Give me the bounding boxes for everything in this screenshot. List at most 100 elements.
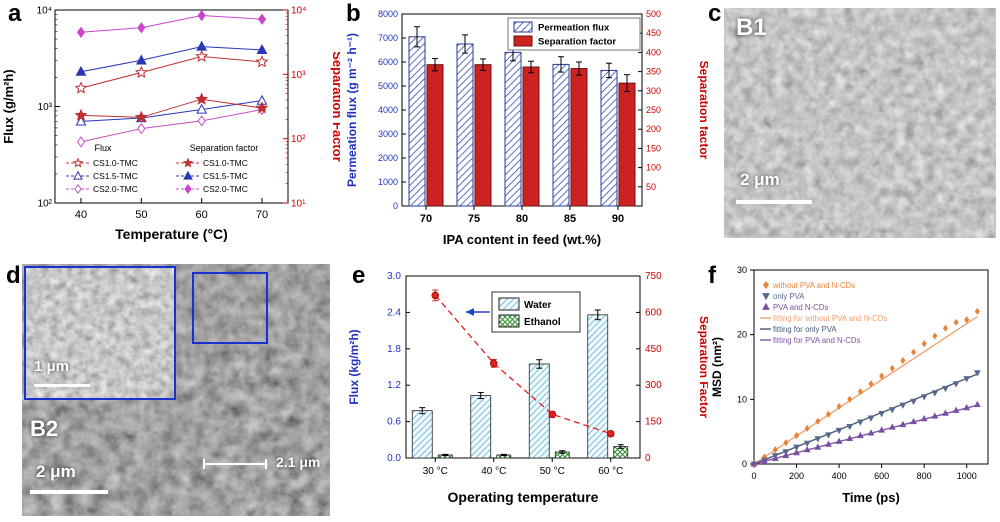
panel-label-c: c — [708, 0, 722, 27]
svg-text:CS2.0-TMC: CS2.0-TMC — [93, 184, 138, 194]
svg-text:0: 0 — [751, 471, 756, 481]
svg-text:CS1.0-TMC: CS1.0-TMC — [93, 158, 138, 168]
svg-text:300: 300 — [646, 86, 661, 96]
svg-text:CS1.5-TMC: CS1.5-TMC — [93, 171, 138, 181]
svg-text:Flux (kg/m²h): Flux (kg/m²h) — [347, 329, 361, 404]
svg-text:CS1.0-TMC: CS1.0-TMC — [203, 158, 248, 168]
svg-text:75: 75 — [468, 213, 480, 225]
svg-text:Separation factor: Separation factor — [190, 143, 259, 153]
svg-text:250: 250 — [646, 105, 661, 115]
svg-text:0: 0 — [393, 201, 398, 211]
svg-text:500: 500 — [646, 9, 661, 19]
svg-text:80: 80 — [516, 213, 528, 225]
svg-text:4000: 4000 — [378, 105, 398, 115]
svg-text:50: 50 — [646, 182, 656, 192]
svg-text:1.2: 1.2 — [387, 380, 401, 391]
svg-text:0: 0 — [742, 459, 747, 469]
svg-text:600: 600 — [874, 471, 889, 481]
sem-inset-noise — [26, 268, 174, 398]
panel-label-f: f — [708, 262, 716, 289]
sem-tag-b1: B1 — [736, 14, 767, 41]
svg-text:Water: Water — [524, 300, 552, 311]
svg-text:10: 10 — [737, 394, 747, 404]
svg-text:2000: 2000 — [378, 153, 398, 163]
svg-text:Operating temperature: Operating temperature — [448, 489, 599, 505]
svg-text:450: 450 — [646, 28, 661, 38]
svg-text:MSD (nm²): MSD (nm²) — [710, 337, 724, 397]
chart-a-flux-separation-plot: 10² 10³ 10⁴ 10¹ 10² 10³ 10⁴ 40 50 60 70 Temperature… — [1, 6, 340, 243]
svg-text:70: 70 — [420, 213, 432, 225]
svg-text:Separation Factor: Separation Factor — [697, 316, 708, 418]
svg-text:CS1.5-TMC: CS1.5-TMC — [203, 171, 248, 181]
chart-a-content: 10² 10³ 10⁴ 10¹ 10² 10³ 10⁴ 40 50 60 70 Temperature… — [1, 6, 340, 243]
svg-text:10⁴: 10⁴ — [37, 6, 52, 17]
svg-text:8000: 8000 — [378, 9, 398, 19]
svg-text:fitting for PVA and N-CDs: fitting for PVA and N-CDs — [773, 336, 860, 345]
svg-text:450: 450 — [645, 344, 662, 355]
svg-text:200: 200 — [646, 124, 661, 134]
panel-b: b 0 1000 2000 3000 4000 5000 6000 7000 8000 50 100… — [340, 0, 708, 262]
panel-a: a 10² 10³ 10⁴ 10¹ 10² 10³ 10⁴ 40 50 60 70 Temperatu… — [0, 0, 340, 262]
panel-f: f 0 200 400 600 800 1000 0 10 20 30 without PVA an… — [708, 262, 1000, 522]
svg-text:600: 600 — [645, 307, 662, 318]
svg-text:1000: 1000 — [957, 471, 977, 481]
svg-text:60 °C: 60 °C — [598, 466, 623, 477]
svg-text:30 °C: 30 °C — [423, 466, 448, 477]
svg-text:10⁴: 10⁴ — [291, 6, 306, 17]
svg-text:750: 750 — [645, 271, 662, 282]
svg-text:0.6: 0.6 — [387, 417, 401, 428]
svg-text:7000: 7000 — [378, 33, 398, 43]
svg-text:Separation Factor: Separation Factor — [330, 51, 340, 162]
svg-text:0.0: 0.0 — [387, 453, 401, 464]
svg-text:40: 40 — [75, 209, 87, 221]
svg-text:20: 20 — [737, 330, 747, 340]
chart-f-msd-plot: 0 200 400 600 800 1000 0 10 20 30 without PVA and … — [710, 265, 989, 505]
svg-text:350: 350 — [646, 67, 661, 77]
svg-text:800: 800 — [917, 471, 932, 481]
svg-text:6000: 6000 — [378, 57, 398, 67]
chart-b-permeation-bar-plot: 0 1000 2000 3000 4000 5000 6000 7000 8000 50 100 15… — [345, 9, 708, 247]
svg-text:100: 100 — [646, 163, 661, 173]
svg-text:150: 150 — [645, 417, 662, 428]
svg-text:PVA and N-CDs: PVA and N-CDs — [773, 303, 828, 312]
scalebar-c — [736, 200, 812, 204]
sem-highlight-box — [192, 272, 268, 344]
panel-label-b: b — [346, 0, 361, 27]
panel-e: e 0.0 0.6 1.2 1.8 2.4 3.0 0 150 300 450 600 750 30 °… — [340, 262, 708, 522]
svg-text:0: 0 — [645, 453, 651, 464]
svg-text:10²: 10² — [38, 199, 53, 210]
svg-text:30: 30 — [737, 265, 747, 275]
sem-inset-b2: 1 μm — [24, 266, 176, 400]
chart-f-content: 0 200 400 600 800 1000 0 10 20 30 without PVA and … — [710, 265, 989, 505]
svg-text:10³: 10³ — [291, 70, 306, 81]
svg-text:10¹: 10¹ — [291, 199, 306, 210]
inset-scalebar-label: 1 μm — [34, 358, 70, 375]
svg-text:fitting for without PVA and N-: fitting for without PVA and N-CDs — [773, 314, 887, 323]
svg-text:Time (ps): Time (ps) — [842, 490, 900, 505]
svg-text:CS2.0-TMC: CS2.0-TMC — [203, 184, 248, 194]
panel-label-a: a — [8, 0, 22, 27]
chart-b-content: 0 1000 2000 3000 4000 5000 6000 7000 8000 50 100 15… — [345, 9, 708, 247]
sem-noise-rect — [724, 8, 996, 238]
svg-text:400: 400 — [646, 47, 661, 57]
sem-noise-rect — [26, 268, 174, 398]
svg-text:60: 60 — [196, 209, 208, 221]
svg-text:Permeation flux (g m⁻² h⁻¹): Permeation flux (g m⁻² h⁻¹) — [345, 33, 359, 187]
svg-text:10²: 10² — [291, 134, 306, 145]
svg-text:Temperature (°C): Temperature (°C) — [115, 226, 228, 242]
scalebar-right-label-d: 2.1 μm — [276, 454, 321, 470]
svg-text:3000: 3000 — [378, 129, 398, 139]
svg-text:Permeation flux: Permeation flux — [538, 23, 610, 34]
svg-text:Flux: Flux — [94, 143, 112, 153]
sem-image-b2: 1 μm B2 2 μm 2.1 μm — [22, 264, 330, 516]
sem-tag-b2: B2 — [30, 416, 59, 441]
svg-text:85: 85 — [564, 213, 576, 225]
svg-text:without PVA and N-CDs: without PVA and N-CDs — [772, 281, 855, 290]
inset-scalebar — [34, 384, 90, 387]
sem-image-b1: B1 2 μm — [724, 8, 996, 238]
svg-text:5000: 5000 — [378, 81, 398, 91]
svg-text:90: 90 — [612, 213, 624, 225]
svg-text:50: 50 — [135, 209, 147, 221]
scalebar-d — [30, 490, 108, 494]
